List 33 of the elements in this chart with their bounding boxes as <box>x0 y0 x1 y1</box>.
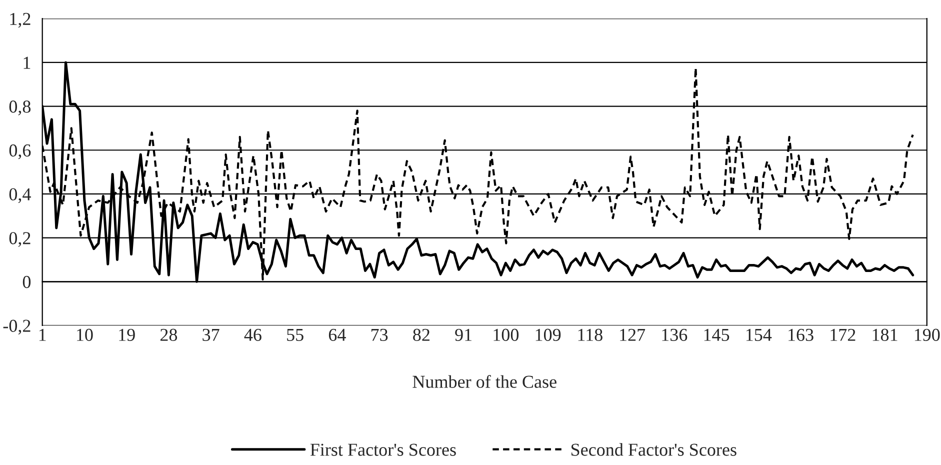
x-tick-label: 37 <box>202 328 220 341</box>
x-tick-label: 145 <box>704 328 730 341</box>
y-tick-label: -0,2 <box>3 320 30 335</box>
y-tick-label: 0,4 <box>9 188 31 204</box>
x-tick-label: 181 <box>872 328 898 341</box>
x-tick-label: 82 <box>413 328 430 341</box>
x-tick-label: 91 <box>455 328 472 341</box>
x-tick-label: 136 <box>662 328 688 341</box>
x-tick-label: 100 <box>494 328 519 341</box>
y-tick-label: 0,8 <box>9 100 31 116</box>
x-tick-label: 127 <box>620 328 646 341</box>
x-tick-label: 1 <box>39 328 46 341</box>
x-tick-label: 46 <box>244 328 262 341</box>
x-tick-label: 73 <box>371 328 388 341</box>
x-tick-label: 154 <box>746 328 772 341</box>
legend-label: Second Factor's Scores <box>571 443 736 456</box>
y-tick-label: 0,6 <box>9 144 31 160</box>
x-tick-label: 10 <box>77 328 93 341</box>
x-axis-title: Number of the Case <box>412 375 556 388</box>
x-tick-label: 172 <box>830 328 856 341</box>
x-tick-label: 118 <box>578 328 602 341</box>
x-tick-label: 64 <box>328 328 346 341</box>
x-tick-label: 109 <box>536 328 561 341</box>
legend-label: First Factor's Scores <box>310 444 456 456</box>
x-tick-label: 19 <box>119 328 135 341</box>
x-tick-label: 55 <box>287 328 304 341</box>
y-tick-label: 0,2 <box>9 232 30 247</box>
y-tick-label: 1 <box>24 56 30 69</box>
y-tick-label: 1,2 <box>10 12 30 28</box>
y-tick-label: 0 <box>22 276 31 288</box>
x-tick-label: 28 <box>160 328 178 341</box>
x-tick-label: 190 <box>914 328 940 341</box>
x-tick-label: 163 <box>788 328 814 341</box>
